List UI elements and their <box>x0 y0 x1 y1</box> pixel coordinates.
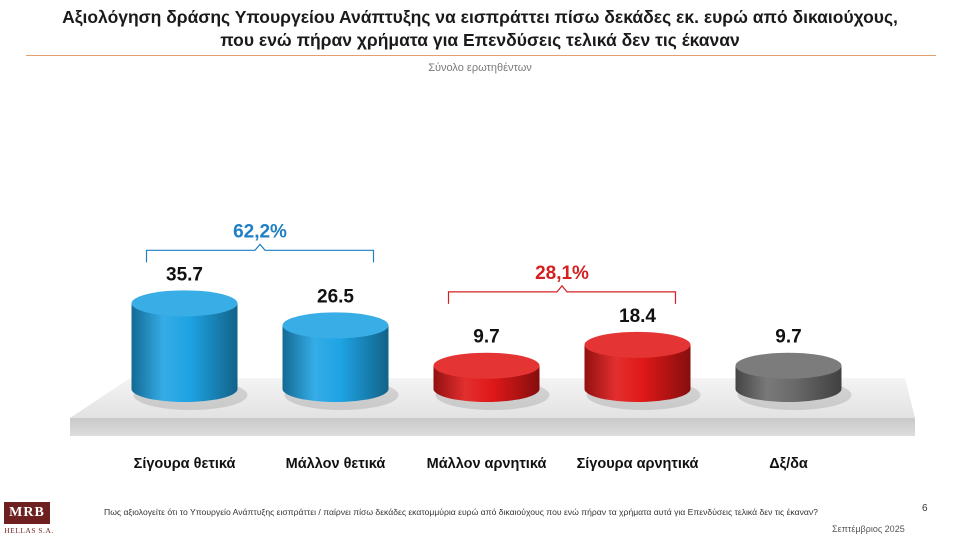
bar-chart: 35.7 Σίγουρα θετικά 26.5 Μάλλον θετικά 9.7 Μά… <box>0 0 960 540</box>
group-bracket-2-label: 28,1% <box>535 263 589 284</box>
bar-μάλλον-θετικά-top <box>283 312 389 338</box>
group-bracket-2 <box>449 286 676 304</box>
mrb-logo: MRB HELLAS S.A. <box>4 498 54 538</box>
bar-μάλλον-αρνητικά-category-label: Μάλλον αρνητικά <box>427 456 547 472</box>
bar-μάλλον-θετικά <box>283 312 389 402</box>
bar-μάλλον-αρνητικά <box>434 353 540 402</box>
bar-σίγουρα-αρνητικά-category-label: Σίγουρα αρνητικά <box>577 456 699 472</box>
bar-σίγουρα-θετικά-category-label: Σίγουρα θετικά <box>134 456 236 472</box>
bar-σίγουρα-θετικά-body <box>132 303 238 402</box>
bar-δξ-δα-category-label: Δξ/δα <box>769 456 808 472</box>
bar-μάλλον-αρνητικά-value-label: 9.7 <box>473 327 499 348</box>
bar-σίγουρα-αρνητικά <box>585 332 691 402</box>
bar-σίγουρα-θετικά-top <box>132 290 238 316</box>
bar-σίγουρα-θετικά-value-label: 35.7 <box>166 264 203 285</box>
bar-σίγουρα-αρνητικά-top <box>585 332 691 358</box>
bar-μάλλον-θετικά-category-label: Μάλλον θετικά <box>286 456 386 472</box>
page-number: 6 <box>922 503 928 514</box>
logo-subtitle: HELLAS S.A. <box>4 526 54 535</box>
survey-question: Πως αξιολογείτε ότι το Υπουργείο Ανάπτυξ… <box>104 506 824 518</box>
group-bracket-1-label: 62,2% <box>233 221 287 242</box>
survey-date: Σεπτέμβριος 2025 <box>832 524 905 534</box>
bar-δξ-δα <box>736 353 842 402</box>
logo-mark: MRB <box>4 502 50 524</box>
bar-σίγουρα-θετικά <box>132 290 238 402</box>
bar-σίγουρα-αρνητικά-value-label: 18.4 <box>619 306 656 327</box>
group-bracket-1 <box>147 244 374 262</box>
bar-μάλλον-αρνητικά-top <box>434 353 540 379</box>
bar-δξ-δα-top <box>736 353 842 379</box>
bar-δξ-δα-value-label: 9.7 <box>775 327 801 348</box>
bar-μάλλον-θετικά-value-label: 26.5 <box>317 286 354 307</box>
chart-floor-front <box>70 418 915 436</box>
